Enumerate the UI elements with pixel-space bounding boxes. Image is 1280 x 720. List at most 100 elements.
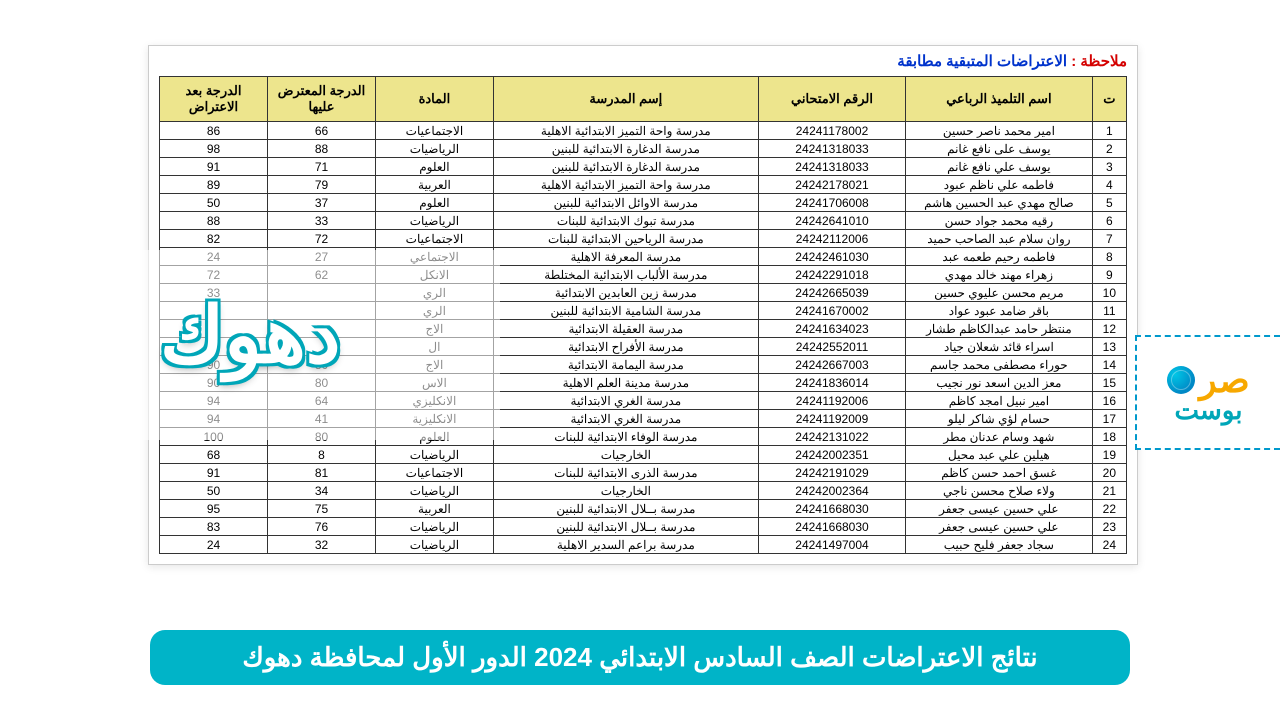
cell-n: 1 — [1092, 122, 1126, 140]
cell-name: امير نبيل امجد كاظم — [906, 392, 1093, 410]
cell-name: روان سلام عبد الصاحب حميد — [906, 230, 1093, 248]
cell-school: مدرسة الرياحين الابتدائية للبنات — [493, 230, 758, 248]
cell-g2: 83 — [160, 518, 268, 536]
table-row: 20غسق احمد حسن كاظم24242191029مدرسة الذر… — [160, 464, 1127, 482]
table-row: 8فاطمه رحيم طعمه عبد24242461030مدرسة الم… — [160, 248, 1127, 266]
cell-subject: العلوم — [376, 158, 494, 176]
cell-n: 3 — [1092, 158, 1126, 176]
cell-n: 12 — [1092, 320, 1126, 338]
cell-g2: 98 — [160, 140, 268, 158]
cell-g1: 80 — [268, 428, 376, 446]
cell-school: مدرسة الدغارة الابتدائية للبنين — [493, 158, 758, 176]
cell-name: علي حسين عيسى جعفر — [906, 500, 1093, 518]
cell-subject: الاجتماعيات — [376, 122, 494, 140]
cell-school: مدرسة مدينة العلم الاهلية — [493, 374, 758, 392]
cell-g2: 95 — [160, 500, 268, 518]
cell-subject: الاج — [376, 320, 494, 338]
cell-exam: 24241706008 — [758, 194, 905, 212]
cell-n: 14 — [1092, 356, 1126, 374]
cell-subject: الرياضيات — [376, 518, 494, 536]
cell-name: معز الدين اسعد نور نجيب — [906, 374, 1093, 392]
table-row: 16امير نبيل امجد كاظم24241192006مدرسة ال… — [160, 392, 1127, 410]
cell-subject: الرياضيات — [376, 446, 494, 464]
cell-subject: الاجتماعيات — [376, 230, 494, 248]
cell-name: يوسف على نافع غانم — [906, 140, 1093, 158]
cell-exam: 24242191029 — [758, 464, 905, 482]
cell-g1: 27 — [268, 248, 376, 266]
cell-exam: 24241497004 — [758, 536, 905, 554]
cell-name: اسراء قائد شعلان جياد — [906, 338, 1093, 356]
logo-text-sub: بوست — [1175, 395, 1243, 426]
cell-name: امير محمد ناصر حسين — [906, 122, 1093, 140]
cell-g1: 66 — [268, 122, 376, 140]
cell-school: مدرسة واحة التميز الابتدائية الاهلية — [493, 176, 758, 194]
cell-exam: 24242178021 — [758, 176, 905, 194]
col-seq: ت — [1092, 77, 1126, 122]
cell-g1: 81 — [268, 464, 376, 482]
cell-n: 16 — [1092, 392, 1126, 410]
cell-n: 19 — [1092, 446, 1126, 464]
cell-g1: 72 — [268, 230, 376, 248]
cell-name: منتظر حامد عبدالكاظم طشار — [906, 320, 1093, 338]
cell-exam: 24241318033 — [758, 158, 905, 176]
cell-g1: 71 — [268, 158, 376, 176]
cell-exam: 24242002351 — [758, 446, 905, 464]
cell-exam: 24241318033 — [758, 140, 905, 158]
cell-name: مريم محسن عليوي حسين — [906, 284, 1093, 302]
cell-exam: 24242665039 — [758, 284, 905, 302]
col-grade-before: الدرجة المعترض عليها — [268, 77, 376, 122]
cell-n: 6 — [1092, 212, 1126, 230]
cell-g2: 88 — [160, 212, 268, 230]
cell-g2: 89 — [160, 176, 268, 194]
cell-n: 24 — [1092, 536, 1126, 554]
cell-g1: 79 — [268, 176, 376, 194]
cell-g1: 75 — [268, 500, 376, 518]
cell-subject: الاجتماعيات — [376, 464, 494, 482]
cell-name: غسق احمد حسن كاظم — [906, 464, 1093, 482]
cell-school: مدرسة الدغارة الابتدائية للبنين — [493, 140, 758, 158]
cell-n: 4 — [1092, 176, 1126, 194]
cell-school: مدرسة بــلال الابتدائية للبنين — [493, 518, 758, 536]
cell-name: حوراء مصطفى محمد جاسم — [906, 356, 1093, 374]
table-row: 21ولاء صلاح محسن ناجي24242002364الخارجيا… — [160, 482, 1127, 500]
cell-n: 11 — [1092, 302, 1126, 320]
cell-exam: 24241634023 — [758, 320, 905, 338]
table-row: 1امير محمد ناصر حسين24241178002مدرسة واح… — [160, 122, 1127, 140]
cell-exam: 24242112006 — [758, 230, 905, 248]
cell-school: مدرسة الوفاء الابتدائية للبنات — [493, 428, 758, 446]
cell-subject: ال — [376, 338, 494, 356]
cell-name: باقر ضامد عبود عواد — [906, 302, 1093, 320]
cell-subject: الري — [376, 284, 494, 302]
site-logo: صر بوست — [1135, 335, 1280, 450]
cell-subject: الانكليزية — [376, 410, 494, 428]
cell-g1: 64 — [268, 392, 376, 410]
cell-school: الخارجيات — [493, 482, 758, 500]
cell-n: 15 — [1092, 374, 1126, 392]
cell-school: مدرسة اليمامة الابتدائية — [493, 356, 758, 374]
table-row: 17حسام لؤي شاكر ليلو24241192009مدرسة الغ… — [160, 410, 1127, 428]
table-row: 4فاطمه علي ناظم عبود24242178021مدرسة واح… — [160, 176, 1127, 194]
cell-name: شهد وسام عدنان مطر — [906, 428, 1093, 446]
cell-school: الخارجيات — [493, 446, 758, 464]
cell-exam: 24241670002 — [758, 302, 905, 320]
cell-school: مدرسة الغري الابتدائية — [493, 392, 758, 410]
cell-g2: 82 — [160, 230, 268, 248]
col-exam-number: الرقم الامتحاني — [758, 77, 905, 122]
cell-n: 22 — [1092, 500, 1126, 518]
table-row: 7روان سلام عبد الصاحب حميد24242112006مدر… — [160, 230, 1127, 248]
cell-school: مدرسة الغري الابتدائية — [493, 410, 758, 428]
cell-exam: 24242131022 — [758, 428, 905, 446]
cell-n: 18 — [1092, 428, 1126, 446]
cell-school: مدرسة العقيلة الابتدائية — [493, 320, 758, 338]
cell-n: 23 — [1092, 518, 1126, 536]
cell-g2: 91 — [160, 464, 268, 482]
cell-subject: الانكليزي — [376, 392, 494, 410]
cell-name: زهراء مهند خالد مهدي — [906, 266, 1093, 284]
col-student-name: اسم التلميذ الرباعي — [906, 77, 1093, 122]
cell-school: مدرسة براعم السدير الاهلية — [493, 536, 758, 554]
cell-school: مدرسة زين العابدين الابتدائية — [493, 284, 758, 302]
note-line: ملاحظة : الاعتراضات المتبقية مطابقة — [159, 52, 1127, 70]
cell-school: مدرسة المعرفة الاهلية — [493, 248, 758, 266]
note-text: الاعتراضات المتبقية مطابقة — [897, 53, 1067, 70]
cell-n: 17 — [1092, 410, 1126, 428]
